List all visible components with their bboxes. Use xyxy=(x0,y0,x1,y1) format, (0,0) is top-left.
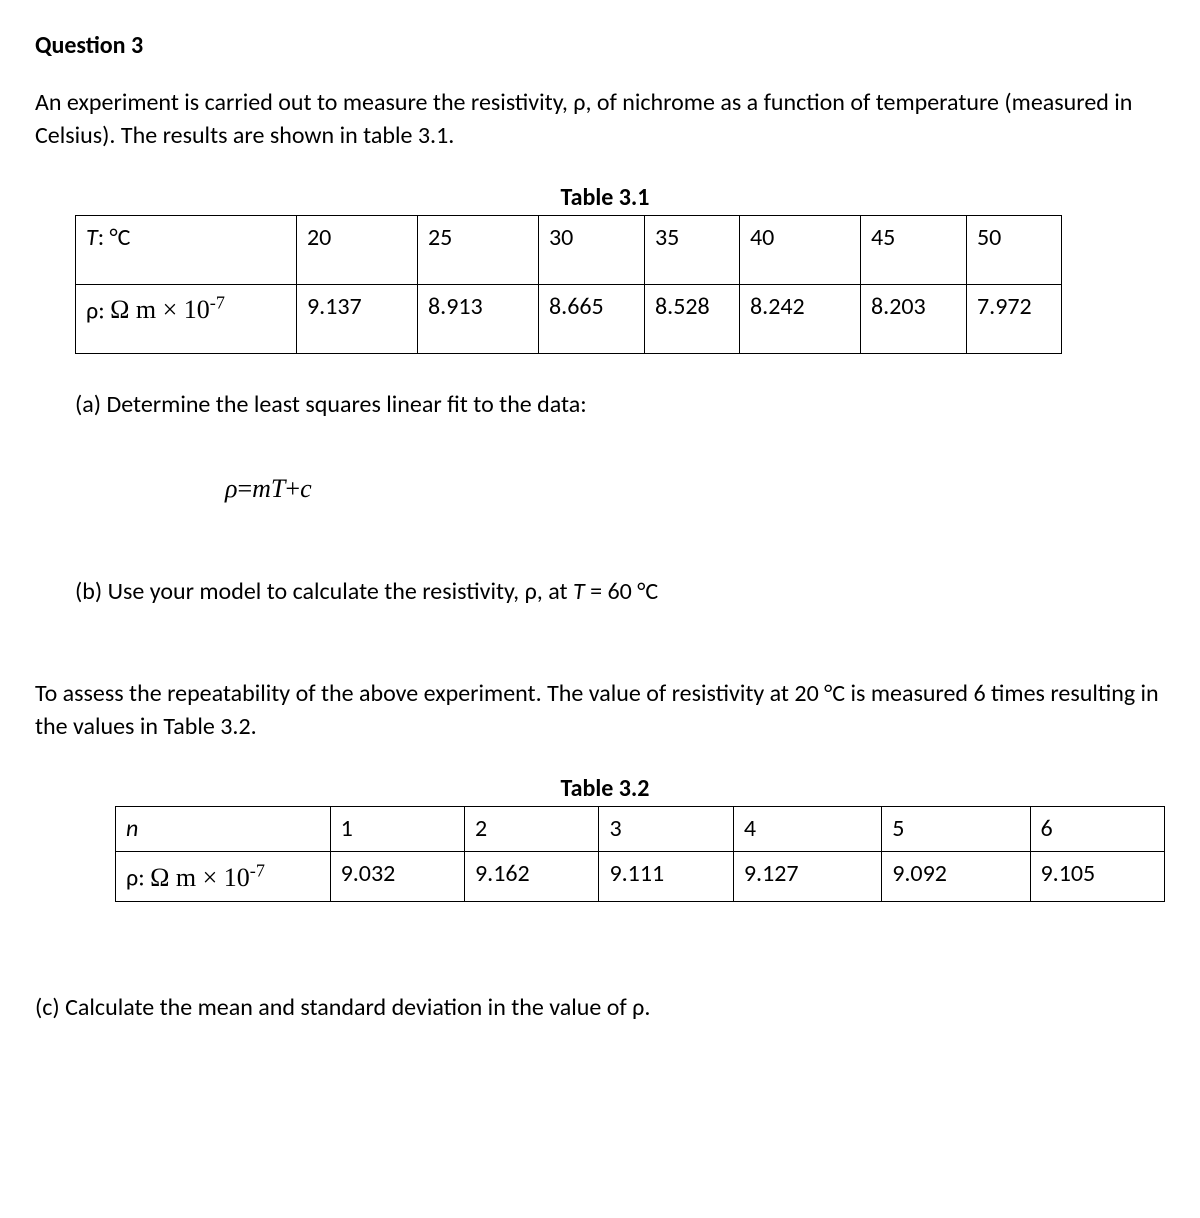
t1-r2c3: 8.665 xyxy=(539,284,645,353)
t2-r2c2: 9.162 xyxy=(465,852,599,902)
t1-r1c7: 50 xyxy=(967,215,1062,284)
t1-r2c7: 7.972 xyxy=(967,284,1062,353)
table-3-1: T: °C 20 25 30 35 40 45 50 ρ: Ω m × 10-7… xyxy=(75,215,1062,354)
part-b: (b) Use your model to calculate the resi… xyxy=(35,576,1165,608)
t2-r1c6: 6 xyxy=(1030,806,1165,851)
t2-row1-label: n xyxy=(116,806,331,851)
t1-r2c2: 8.913 xyxy=(418,284,539,353)
t2-r1c2: 2 xyxy=(465,806,599,851)
t2-r2c6: 9.105 xyxy=(1030,852,1165,902)
t2-row2-label: ρ: Ω m × 10-7 xyxy=(116,852,331,902)
t1-r1c2: 25 xyxy=(418,215,539,284)
t1-r2c6: 8.203 xyxy=(861,284,967,353)
table-3-2: n 1 2 3 4 5 6 ρ: Ω m × 10-7 9.032 9.162 … xyxy=(115,806,1165,902)
t2-r2c4: 9.127 xyxy=(733,852,881,902)
t2-r1c3: 3 xyxy=(599,806,733,851)
mid-paragraph: To assess the repeatability of the above… xyxy=(35,678,1165,743)
t2-r2c3: 9.111 xyxy=(599,852,733,902)
part-c: (c) Calculate the mean and standard devi… xyxy=(35,992,1165,1024)
t2-r2c1: 9.032 xyxy=(330,852,464,902)
t2-r1c5: 5 xyxy=(882,806,1030,851)
question-heading: Question 3 xyxy=(35,30,1165,62)
equation: ρ=mT+c xyxy=(35,471,1165,506)
t2-r1c1: 1 xyxy=(330,806,464,851)
t1-r1c6: 45 xyxy=(861,215,967,284)
t1-row2-label: ρ: Ω m × 10-7 xyxy=(76,284,297,353)
t1-row1-label: T: °C xyxy=(76,215,297,284)
table1-caption: Table 3.1 xyxy=(75,182,1135,214)
t1-r1c3: 30 xyxy=(539,215,645,284)
t1-r1c4: 35 xyxy=(645,215,740,284)
t1-r1c1: 20 xyxy=(297,215,418,284)
t1-r2c1: 9.137 xyxy=(297,284,418,353)
t1-r2c4: 8.528 xyxy=(645,284,740,353)
part-a: (a) Determine the least squares linear f… xyxy=(35,389,1165,421)
t2-r2c5: 9.092 xyxy=(882,852,1030,902)
t1-r1c5: 40 xyxy=(740,215,861,284)
table2-caption: Table 3.2 xyxy=(115,773,1095,805)
t2-r1c4: 4 xyxy=(733,806,881,851)
intro-paragraph: An experiment is carried out to measure … xyxy=(35,87,1165,152)
t1-r2c5: 8.242 xyxy=(740,284,861,353)
